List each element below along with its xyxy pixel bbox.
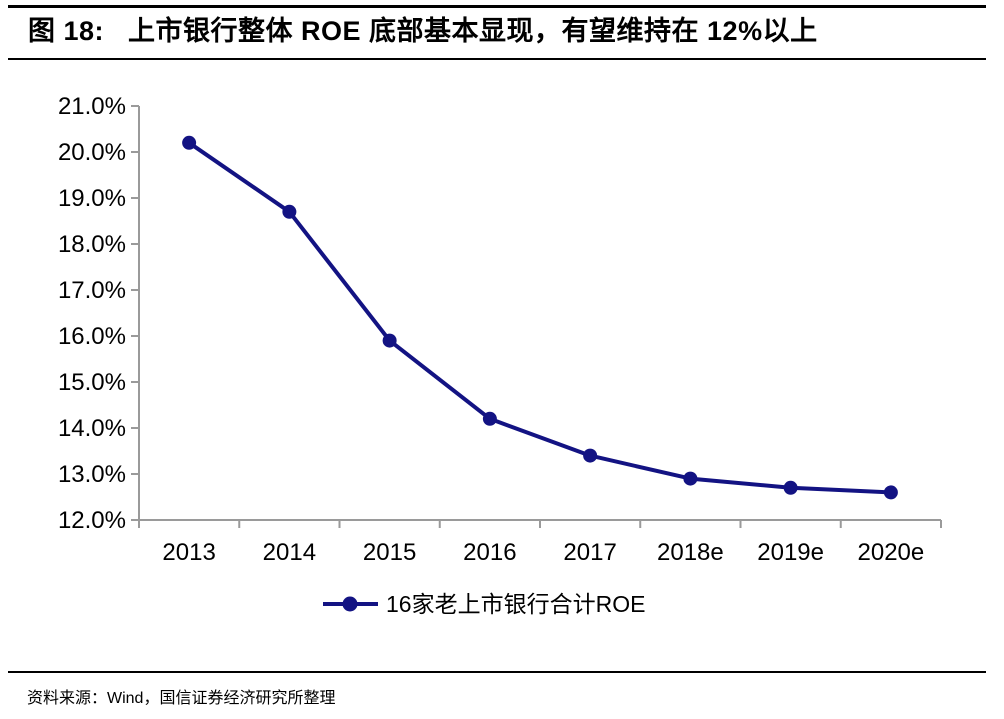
x-axis-label: 2013	[162, 539, 215, 566]
x-axis-label: 2017	[563, 539, 616, 566]
data-point-2020e	[883, 485, 898, 500]
data-point-2017	[583, 448, 598, 463]
y-axis-label: 12.0%	[58, 507, 126, 534]
figure-title: 上市银行整体 ROE 底部基本显现，有望维持在 12%以上	[128, 16, 818, 46]
y-axis-label: 13.0%	[58, 461, 126, 488]
data-point-2014	[282, 204, 297, 219]
data-point-2013	[182, 135, 197, 150]
figure-number-label: 图 18:	[28, 16, 105, 46]
figure-title-row: 图 18: 上市银行整体 ROE 底部基本显现，有望维持在 12%以上	[28, 16, 984, 46]
x-axis-label: 2014	[263, 539, 316, 566]
data-point-2016	[482, 411, 497, 426]
x-axis-label: 2019e	[757, 539, 824, 566]
legend-label: 16家老上市银行合计ROE	[386, 591, 645, 617]
title-underline-rule	[8, 58, 986, 60]
legend-marker-dot	[342, 596, 358, 612]
y-axis-label: 18.0%	[58, 231, 126, 258]
x-axis-label: 2015	[363, 539, 416, 566]
data-point-2015	[382, 333, 397, 348]
data-point-2018e	[683, 471, 698, 486]
x-axis-label: 2018e	[657, 539, 724, 566]
data-point-2019e	[783, 480, 798, 495]
series-line	[187, 141, 891, 495]
top-rule	[8, 5, 986, 8]
x-axis-label: 2020e	[858, 539, 925, 566]
y-axis-label: 14.0%	[58, 415, 126, 442]
y-axis-label: 19.0%	[58, 185, 126, 212]
y-axis-label: 20.0%	[58, 139, 126, 166]
x-axis-label: 2016	[463, 539, 516, 566]
y-axis-label: 21.0%	[58, 93, 126, 120]
source-note: 资料来源：Wind，国信证券经济研究所整理	[27, 690, 336, 707]
footer-rule	[8, 671, 986, 673]
y-axis-label: 16.0%	[58, 323, 126, 350]
y-axis-label: 17.0%	[58, 277, 126, 304]
y-axis-label: 15.0%	[58, 369, 126, 396]
